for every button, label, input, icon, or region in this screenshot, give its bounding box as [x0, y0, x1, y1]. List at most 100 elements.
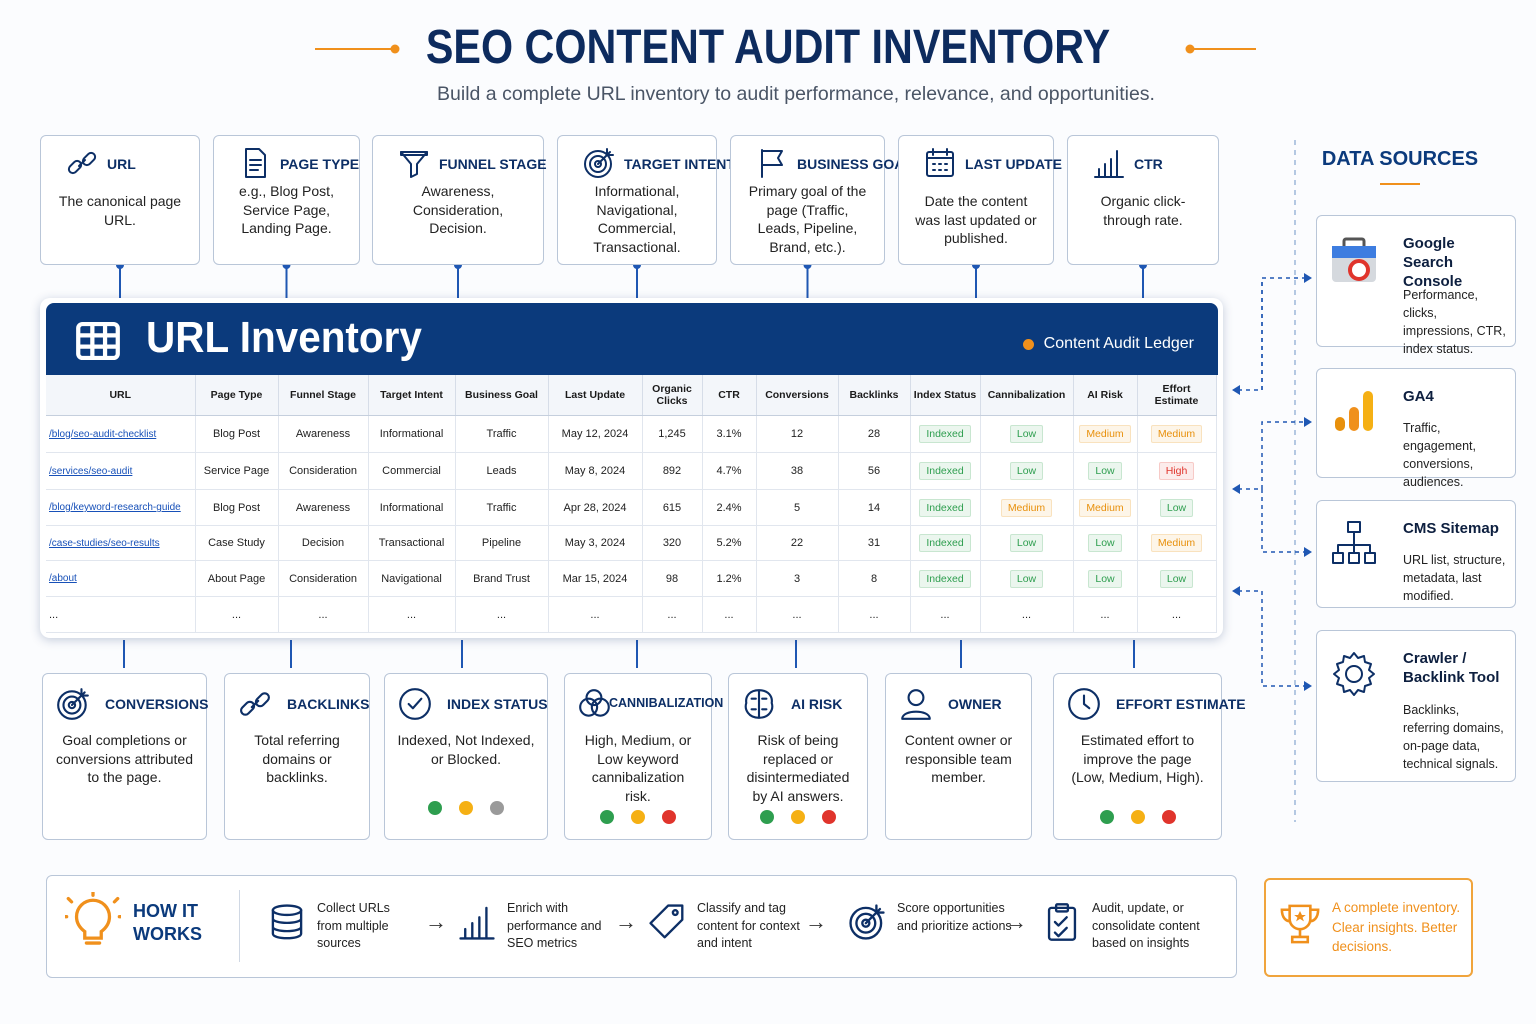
table-cell: 28 [838, 415, 911, 453]
field-title: BACKLINKS [287, 696, 370, 712]
icon [459, 906, 495, 940]
table-cell: Medium [980, 489, 1074, 526]
status-dot [760, 810, 774, 824]
field-card: LAST UPDATE Date the content was last upd… [898, 135, 1062, 265]
table-cell: 3 [756, 560, 839, 597]
column-header: Last Update [548, 375, 643, 416]
icon [1094, 150, 1124, 178]
table-cell: Medium [1073, 489, 1138, 526]
table-cell: 320 [642, 525, 703, 561]
table-cell: May 8, 2024 [548, 452, 643, 490]
column-header: Index Status [910, 375, 981, 416]
source-card: Google Search Console Performance, clicks… [1316, 215, 1516, 356]
table-cell: Awareness [278, 489, 369, 526]
step-arrow: → [425, 909, 447, 934]
status-badge: Medium [1079, 425, 1131, 443]
table-cell: /services/seo-audit [46, 452, 196, 490]
table-cell: 56 [838, 452, 911, 490]
status-badge: Low [1009, 462, 1044, 480]
icon [399, 688, 431, 720]
field-description: Organic click-through rate. [1100, 193, 1186, 228]
field-title: PAGE TYPE [280, 156, 360, 172]
column-header: CTR [702, 375, 757, 416]
status-badge: Medium [1000, 498, 1053, 517]
inventory-title: URL Inventory [146, 313, 422, 362]
table-cell: Transactional [368, 525, 456, 561]
field-card: AI RISK Risk of being replaced or disinte… [728, 673, 868, 840]
table-cell: Low [1137, 489, 1217, 526]
table-cell: 38 [756, 452, 839, 490]
status-dots [385, 801, 547, 815]
icon [65, 892, 121, 945]
table-cell: Brand Trust [455, 560, 549, 597]
table-cell: Low [980, 525, 1074, 561]
table-row: /case-studies/seo-results Case Study Decis… [46, 525, 1217, 561]
table-cell: 1.2% [702, 560, 757, 597]
table-cell: May 3, 2024 [548, 525, 643, 561]
table-cell: /blog/seo-audit-checklist [46, 415, 196, 453]
table-cell: ... [1137, 596, 1217, 633]
status-badge: Indexed [919, 534, 971, 552]
field-card: PAGE TYPE e.g., Blog Post, Service Page, … [213, 135, 360, 265]
status-dot [1099, 810, 1114, 824]
table-cell: ... [195, 596, 279, 633]
source-description: Backlinks, referring domains, on-page da… [1403, 703, 1504, 771]
table-cell: ... [756, 596, 839, 633]
field-description: Goal completions or conversions attribut… [56, 732, 193, 785]
callout-text: A complete inventory. Clear insights. Be… [1332, 900, 1461, 954]
source-card: Crawler / Backlink Tool Backlinks, referr… [1316, 630, 1516, 782]
status-badge: Low [1159, 498, 1194, 517]
field-description: High, Medium, or Low keyword cannibaliza… [584, 732, 692, 804]
status-dot [428, 801, 442, 815]
step-text: Score opportunities and prioritize actio… [897, 901, 1012, 933]
table-cell: 5.2% [702, 525, 757, 561]
icon [245, 148, 266, 178]
header-row: URL Page Type Funnel Stage Target Intent Bus… [46, 375, 1217, 416]
field-card: BACKLINKS Total referring domains or back… [224, 673, 370, 840]
field-title: EFFORT ESTIMATE [1116, 696, 1246, 712]
table-cell: Blog Post [195, 415, 279, 453]
table-cell: 892 [642, 452, 703, 490]
table-cell: 2.4% [702, 489, 757, 526]
icon [240, 692, 270, 716]
data-sources-title: DATA SOURCES [1321, 148, 1479, 170]
column-header: Page Type [195, 375, 279, 416]
table-cell: Indexed [910, 415, 981, 453]
table-cell: Apr 28, 2024 [548, 489, 643, 526]
table-cell: ... [642, 596, 703, 633]
field-card: TARGET INTENT Informational, Navigational… [557, 135, 735, 265]
icon [579, 689, 610, 717]
table-cell: Leads [455, 452, 549, 490]
icon [926, 148, 954, 177]
icon [744, 689, 774, 719]
table-cell: Case Study [195, 525, 279, 561]
field-card: CONVERSIONS Goal completions or conversio… [42, 673, 208, 840]
status-badge: Low [1088, 462, 1122, 480]
step-text: Classify and tag content for context and… [697, 901, 800, 950]
icon [649, 904, 684, 939]
field-card: CTR Organic click-through rate. [1067, 135, 1219, 265]
field-title: AI RISK [791, 696, 843, 712]
table-cell: Traffic [455, 489, 549, 526]
field-title: LAST UPDATE [965, 156, 1062, 172]
source-icon [1332, 237, 1376, 282]
step-arrow: → [615, 909, 637, 934]
how-it-works: HOW IT WORKS Collect URLs from multiple s… [46, 875, 1237, 978]
icon [1068, 688, 1100, 720]
field-description: Risk of being replaced or disintermediat… [746, 732, 850, 804]
table-cell: Consideration [278, 560, 369, 597]
column-header: Backlinks [838, 375, 911, 416]
table-cell: 3.1% [702, 415, 757, 453]
table-cell: /blog/keyword-research-guide [46, 489, 196, 526]
table-cell: Medium [1137, 525, 1217, 561]
field-title: INDEX STATUS [447, 696, 548, 712]
status-badge: Low [1009, 425, 1044, 443]
table-cell: Mar 15, 2024 [548, 560, 643, 597]
status-badge: Indexed [919, 462, 971, 480]
status-dot [1161, 810, 1176, 824]
step-text: Audit, update, or consolidate content ba… [1092, 901, 1200, 950]
column-header: Organic Clicks [642, 375, 703, 416]
table-cell: Medium [1073, 415, 1138, 453]
